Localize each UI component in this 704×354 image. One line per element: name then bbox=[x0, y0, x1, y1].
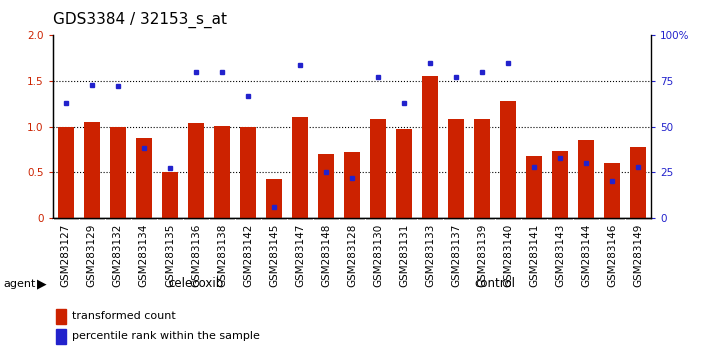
Bar bbox=[84, 122, 100, 218]
Text: GSM283142: GSM283142 bbox=[243, 223, 253, 287]
Text: GSM283139: GSM283139 bbox=[477, 223, 487, 287]
Bar bbox=[110, 127, 125, 218]
Text: GSM283135: GSM283135 bbox=[165, 223, 175, 287]
Bar bbox=[214, 126, 230, 218]
Bar bbox=[292, 118, 308, 218]
Text: GSM283129: GSM283129 bbox=[87, 223, 97, 287]
Text: celecoxib: celecoxib bbox=[168, 277, 224, 290]
Text: GSM283128: GSM283128 bbox=[347, 223, 357, 287]
Text: GSM283145: GSM283145 bbox=[269, 223, 279, 287]
Bar bbox=[422, 76, 438, 218]
Bar bbox=[136, 138, 151, 218]
Bar bbox=[344, 152, 360, 218]
Text: agent: agent bbox=[4, 279, 36, 289]
Text: GSM283134: GSM283134 bbox=[139, 223, 149, 287]
Bar bbox=[240, 127, 256, 218]
Text: GSM283149: GSM283149 bbox=[633, 223, 643, 287]
Text: GSM283148: GSM283148 bbox=[321, 223, 331, 287]
Bar bbox=[58, 127, 74, 218]
Text: control: control bbox=[474, 277, 515, 290]
Text: GSM283132: GSM283132 bbox=[113, 223, 122, 287]
Bar bbox=[56, 329, 66, 343]
Bar bbox=[474, 119, 490, 218]
Text: GSM283137: GSM283137 bbox=[451, 223, 461, 287]
Text: GSM283131: GSM283131 bbox=[399, 223, 409, 287]
Text: GSM283140: GSM283140 bbox=[503, 223, 513, 286]
Bar bbox=[553, 151, 568, 218]
Text: ▶: ▶ bbox=[37, 277, 46, 290]
Text: GSM283127: GSM283127 bbox=[61, 223, 71, 287]
Bar bbox=[370, 119, 386, 218]
Bar bbox=[630, 147, 646, 218]
Text: percentile rank within the sample: percentile rank within the sample bbox=[73, 331, 260, 341]
Bar bbox=[501, 101, 516, 218]
Bar bbox=[604, 163, 620, 218]
Text: GSM283130: GSM283130 bbox=[373, 223, 383, 286]
Bar bbox=[527, 156, 542, 218]
Text: GSM283133: GSM283133 bbox=[425, 223, 435, 287]
Bar bbox=[56, 309, 66, 324]
Bar bbox=[266, 179, 282, 218]
Text: GSM283146: GSM283146 bbox=[607, 223, 617, 287]
Text: GSM283143: GSM283143 bbox=[555, 223, 565, 287]
Text: GSM283144: GSM283144 bbox=[582, 223, 591, 287]
Bar bbox=[448, 119, 464, 218]
Text: GDS3384 / 32153_s_at: GDS3384 / 32153_s_at bbox=[53, 12, 227, 28]
Bar bbox=[318, 154, 334, 218]
Text: GSM283141: GSM283141 bbox=[529, 223, 539, 287]
Text: GSM283136: GSM283136 bbox=[191, 223, 201, 287]
Bar bbox=[188, 123, 203, 218]
Bar bbox=[162, 172, 177, 218]
Text: GSM283138: GSM283138 bbox=[217, 223, 227, 287]
Bar bbox=[396, 129, 412, 218]
Bar bbox=[579, 140, 594, 218]
Text: GSM283147: GSM283147 bbox=[295, 223, 305, 287]
Text: transformed count: transformed count bbox=[73, 311, 176, 321]
